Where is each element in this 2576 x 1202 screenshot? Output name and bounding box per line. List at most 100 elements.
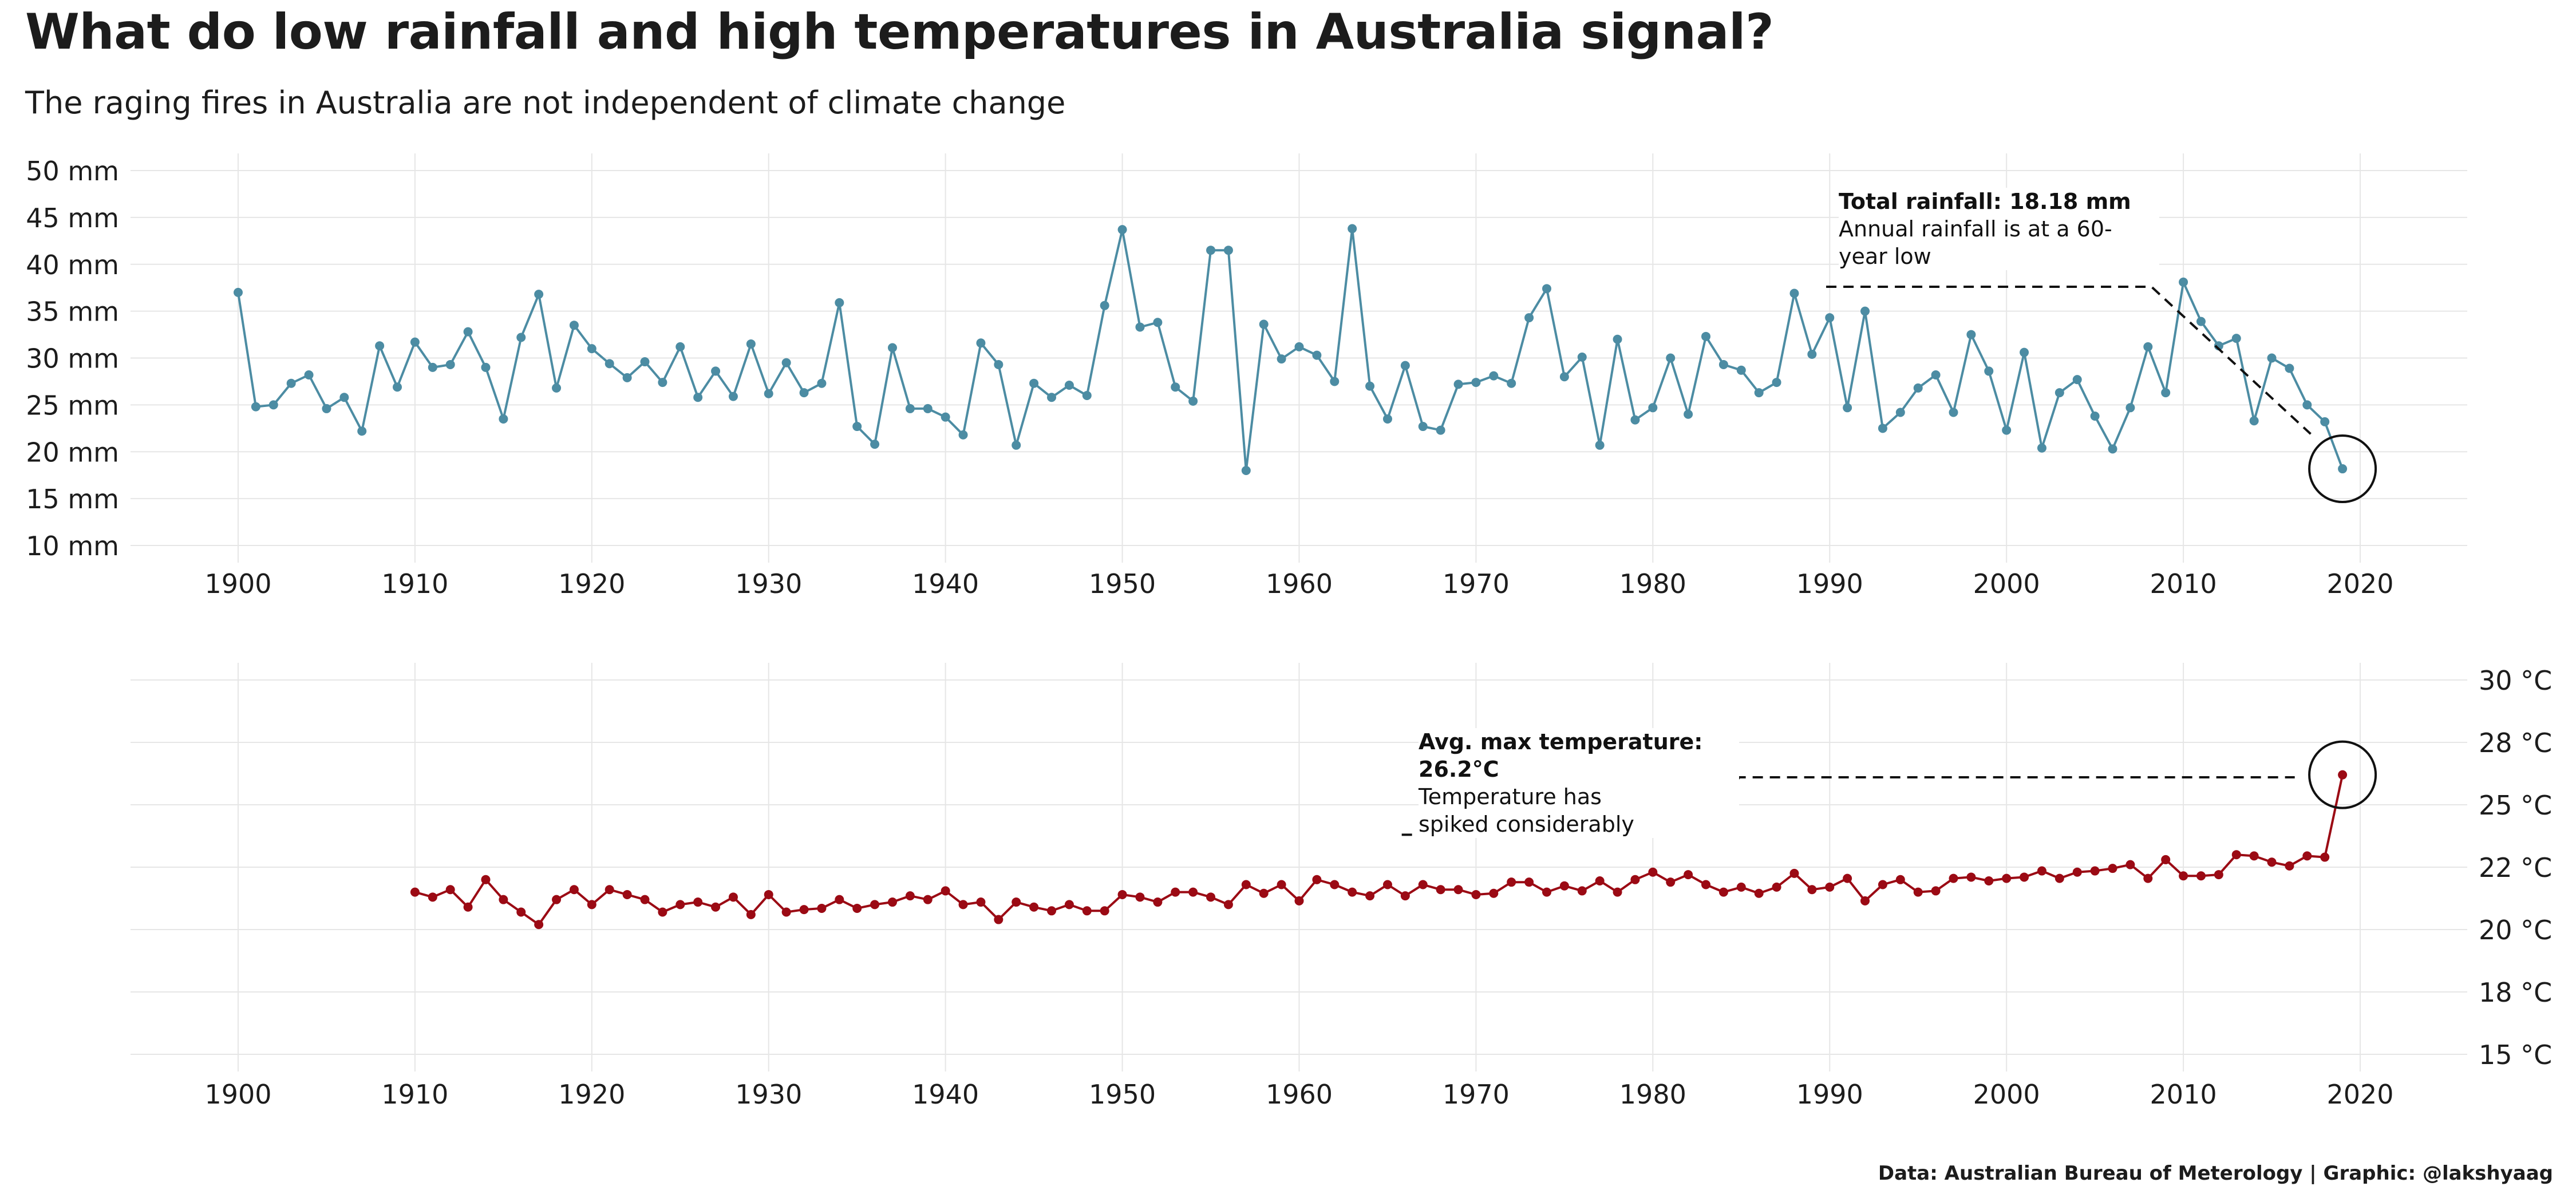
rainfall-data-point bbox=[1365, 381, 1375, 391]
temperature-data-point bbox=[1648, 867, 1658, 877]
temperature-data-point bbox=[976, 897, 986, 907]
rainfall-data-point bbox=[2020, 347, 2029, 357]
rainfall-data-point bbox=[251, 402, 260, 412]
temperature-data-point bbox=[445, 885, 455, 895]
temperature-data-point bbox=[958, 900, 968, 910]
rainfall-data-point bbox=[1188, 396, 1198, 406]
temperature-data-point bbox=[1135, 892, 1145, 902]
rainfall-data-point bbox=[1878, 424, 1887, 433]
temperature-data-point bbox=[1241, 880, 1251, 889]
temperature-data-point bbox=[764, 889, 773, 899]
rainfall-data-point bbox=[923, 404, 933, 413]
temperature-data-point bbox=[640, 895, 650, 904]
rainfall-data-point bbox=[870, 440, 880, 449]
temperature-data-point bbox=[2108, 864, 2117, 873]
temperature-data-point bbox=[675, 900, 685, 910]
temperature-data-point bbox=[2320, 852, 2330, 862]
rainfall-data-point bbox=[1718, 359, 1728, 369]
temperature-data-point bbox=[2214, 870, 2223, 880]
rainfall-data-point bbox=[552, 383, 562, 393]
rainfall-data-point bbox=[1064, 380, 1074, 390]
rainfall-data-point bbox=[1012, 440, 1021, 450]
rainfall-xtick-label: 1930 bbox=[735, 568, 802, 599]
rainfall-data-point bbox=[304, 370, 314, 379]
temperature-data-point bbox=[1595, 876, 1605, 885]
rainfall-data-point bbox=[286, 378, 296, 388]
rainfall-data-point bbox=[640, 357, 650, 367]
rainfall-data-point bbox=[1542, 284, 1551, 294]
rainfall-xtick-label: 2020 bbox=[2326, 568, 2393, 599]
rainfall-data-point bbox=[463, 327, 473, 337]
rainfall-data-point bbox=[1666, 353, 1676, 363]
rainfall-data-point bbox=[693, 393, 703, 402]
rainfall-ytick-label: 15 mm bbox=[26, 484, 119, 515]
rainfall-data-point bbox=[569, 321, 579, 330]
rainfall-data-point bbox=[516, 333, 526, 342]
temperature-ytick-label: 25 °C bbox=[2479, 790, 2552, 821]
rainfall-data-point bbox=[1825, 313, 1835, 323]
rainfall-ytick-label: 45 mm bbox=[26, 203, 119, 234]
temperature-data-point bbox=[1082, 906, 1092, 916]
temperature-data-point bbox=[658, 907, 667, 917]
temperature-data-point bbox=[1843, 873, 1852, 883]
rainfall-data-point bbox=[1949, 408, 1958, 417]
rainfall-panel: 10 mm 15 mm 20 mm 25 mm 30 mm 35 mm 40 mm 45 mm… bbox=[26, 153, 2467, 599]
temperature-data-point bbox=[622, 889, 632, 899]
rainfall-data-point bbox=[764, 389, 773, 398]
temperature-data-point bbox=[1895, 875, 1905, 884]
temperature-xtick-label: 2000 bbox=[1973, 1079, 2040, 1110]
rainfall-data-point bbox=[1223, 246, 1233, 255]
rainfall-data-point bbox=[1330, 377, 1340, 386]
rainfall-ytick-label: 25 mm bbox=[26, 390, 119, 421]
rainfall-xtick-label: 1920 bbox=[558, 568, 625, 599]
rainfall-data-point bbox=[2196, 317, 2206, 326]
rainfall-xtick-label: 2010 bbox=[2150, 568, 2217, 599]
rainfall-data-point bbox=[1984, 366, 1994, 376]
temperature-annotation-text: Temperature has spiked considerably bbox=[1419, 784, 1634, 837]
rainfall-data-point bbox=[1100, 300, 1109, 310]
rainfall-data-point bbox=[1400, 361, 1410, 370]
rainfall-data-point bbox=[2090, 412, 2100, 421]
temperature-xtick-label: 1910 bbox=[381, 1079, 448, 1110]
rainfall-ytick-label: 30 mm bbox=[26, 343, 119, 374]
rainfall-data-point bbox=[2231, 334, 2241, 343]
rainfall-data-point bbox=[234, 287, 243, 297]
rainfall-data-point bbox=[1807, 349, 1817, 359]
chart-subtitle: The raging fires in Australia are not in… bbox=[25, 85, 1066, 121]
temperature-data-point bbox=[1029, 902, 1039, 912]
temperature-xtick-label: 1960 bbox=[1266, 1079, 1333, 1110]
temperature-data-point bbox=[587, 900, 596, 910]
rainfall-data-point bbox=[1701, 331, 1711, 341]
rainfall-data-point bbox=[2055, 388, 2064, 398]
rainfall-data-point bbox=[622, 373, 632, 382]
temperature-xtick-label: 2010 bbox=[2150, 1079, 2217, 1110]
temperature-data-point bbox=[534, 920, 544, 930]
temperature-data-point bbox=[2179, 871, 2188, 881]
temperature-data-point bbox=[2055, 873, 2064, 883]
rainfall-data-point bbox=[835, 298, 844, 307]
rainfall-data-point bbox=[1135, 322, 1145, 332]
rainfall-data-point bbox=[2072, 375, 2082, 385]
rainfall-data-point bbox=[994, 359, 1003, 369]
temperature-data-point bbox=[1330, 880, 1340, 889]
rainfall-data-point bbox=[1206, 246, 1216, 255]
rainfall-xtick-label: 1980 bbox=[1619, 568, 1686, 599]
temperature-data-point bbox=[817, 903, 827, 913]
rainfall-data-point bbox=[2125, 403, 2135, 413]
temperature-data-point bbox=[1436, 885, 1445, 895]
temperature-data-point bbox=[1630, 875, 1640, 884]
rainfall-data-point bbox=[1913, 383, 1923, 393]
rainfall-data-point bbox=[375, 341, 385, 351]
rainfall-data-point bbox=[976, 338, 986, 348]
temperature-data-point bbox=[481, 875, 491, 884]
rainfall-ytick-label: 20 mm bbox=[26, 437, 119, 468]
rainfall-data-point bbox=[711, 366, 721, 376]
temperature-data-point bbox=[1047, 906, 1057, 916]
rainfall-data-point bbox=[941, 412, 950, 422]
temperature-data-point bbox=[605, 885, 614, 895]
rainfall-data-point bbox=[1418, 422, 1428, 432]
temperature-data-point bbox=[1153, 897, 1163, 907]
rainfall-data-point bbox=[322, 404, 331, 413]
rainfall-data-point bbox=[2302, 400, 2312, 410]
temperature-xtick-label: 1980 bbox=[1619, 1079, 1686, 1110]
